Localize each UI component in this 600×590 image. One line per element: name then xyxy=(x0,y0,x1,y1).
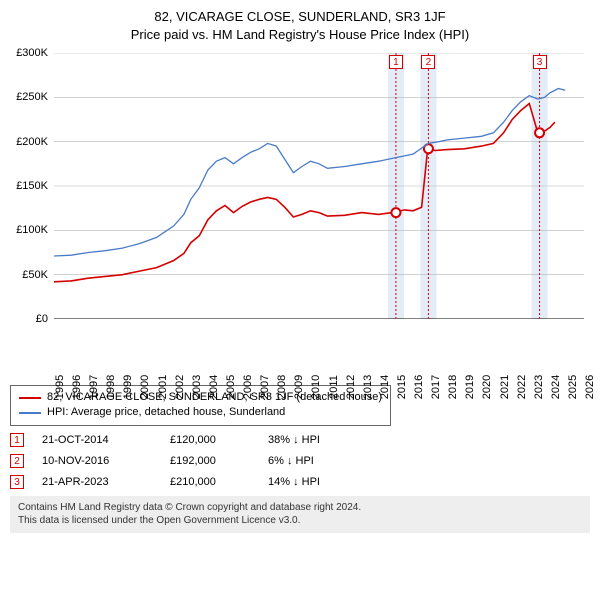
legend-label: HPI: Average price, detached house, Sund… xyxy=(47,405,285,420)
y-tick-label: £0 xyxy=(36,313,48,325)
x-tick-label: 2005 xyxy=(225,375,237,399)
x-tick-label: 2013 xyxy=(362,375,374,399)
y-tick-label: £150K xyxy=(16,180,48,192)
y-tick-label: £300K xyxy=(16,47,48,59)
x-tick-label: 2006 xyxy=(242,375,254,399)
x-tick-label: 2000 xyxy=(139,375,151,399)
legend-swatch xyxy=(19,412,41,414)
x-tick-label: 2024 xyxy=(550,375,562,399)
y-tick-label: £100K xyxy=(16,224,48,236)
y-tick-label: £50K xyxy=(22,269,48,281)
x-tick-label: 2018 xyxy=(447,375,459,399)
x-tick-label: 2011 xyxy=(328,375,340,399)
legend-row: HPI: Average price, detached house, Sund… xyxy=(19,405,382,420)
x-tick-label: 2010 xyxy=(310,375,322,399)
event-delta: 6% ↓ HPI xyxy=(268,455,378,467)
footer-line-2: This data is licensed under the Open Gov… xyxy=(18,514,582,528)
event-number: 2 xyxy=(10,454,24,468)
x-tick-label: 2004 xyxy=(208,375,220,399)
legend-swatch xyxy=(19,397,41,399)
event-delta: 14% ↓ HPI xyxy=(268,476,378,488)
x-tick-label: 2021 xyxy=(499,375,511,399)
footer: Contains HM Land Registry data © Crown c… xyxy=(10,496,590,533)
event-row: 1 21-OCT-2014 £120,000 38% ↓ HPI xyxy=(10,433,590,447)
x-tick-label: 1999 xyxy=(122,375,134,399)
event-row: 2 10-NOV-2016 £192,000 6% ↓ HPI xyxy=(10,454,590,468)
x-tick-label: 2026 xyxy=(584,375,596,399)
event-flag: 1 xyxy=(389,55,403,69)
event-price: £120,000 xyxy=(170,434,250,446)
y-tick-label: £200K xyxy=(16,136,48,148)
x-tick-label: 1995 xyxy=(54,375,66,399)
x-tick-label: 2022 xyxy=(516,375,528,399)
event-date: 10-NOV-2016 xyxy=(42,455,152,467)
x-tick-label: 2009 xyxy=(293,375,305,399)
event-flag: 3 xyxy=(533,55,547,69)
title-line-2: Price paid vs. HM Land Registry's House … xyxy=(10,26,590,44)
x-tick-label: 2008 xyxy=(276,375,288,399)
plot-area: 1 2 3 xyxy=(54,53,584,319)
x-tick-label: 1996 xyxy=(71,375,83,399)
plot-svg xyxy=(54,53,584,319)
x-tick-label: 2014 xyxy=(379,375,391,399)
x-tick-label: 2020 xyxy=(481,375,493,399)
event-number: 3 xyxy=(10,475,24,489)
y-axis-labels: £0£50K£100K£150K£200K£250K£300K xyxy=(10,53,52,319)
event-price: £210,000 xyxy=(170,476,250,488)
chart-title: 82, VICARAGE CLOSE, SUNDERLAND, SR3 1JF … xyxy=(10,8,590,43)
footer-line-1: Contains HM Land Registry data © Crown c… xyxy=(18,501,582,515)
event-row: 3 21-APR-2023 £210,000 14% ↓ HPI xyxy=(10,475,590,489)
chart-area: £0 £50K £100K £150K £200K £250K £300K 1 2 3 1995… xyxy=(10,49,590,379)
x-axis-labels: 1995199619971998199920002001200220032004… xyxy=(54,325,584,379)
event-flag: 2 xyxy=(421,55,435,69)
x-tick-label: 2015 xyxy=(396,375,408,399)
event-date: 21-OCT-2014 xyxy=(42,434,152,446)
x-tick-label: 2007 xyxy=(259,375,271,399)
x-tick-label: 1997 xyxy=(88,375,100,399)
x-tick-label: 2016 xyxy=(413,375,425,399)
event-date: 21-APR-2023 xyxy=(42,476,152,488)
y-tick-label: £250K xyxy=(16,91,48,103)
title-line-1: 82, VICARAGE CLOSE, SUNDERLAND, SR3 1JF xyxy=(10,8,590,26)
x-tick-label: 2019 xyxy=(464,375,476,399)
x-tick-label: 2025 xyxy=(567,375,579,399)
x-tick-label: 2002 xyxy=(174,375,186,399)
event-delta: 38% ↓ HPI xyxy=(268,434,378,446)
chart-container: 82, VICARAGE CLOSE, SUNDERLAND, SR3 1JF … xyxy=(0,0,600,539)
x-tick-label: 2017 xyxy=(430,375,442,399)
x-tick-label: 2023 xyxy=(533,375,545,399)
event-price: £192,000 xyxy=(170,455,250,467)
event-table: 1 21-OCT-2014 £120,000 38% ↓ HPI 2 10-NOV-201… xyxy=(10,433,590,489)
x-tick-label: 2012 xyxy=(345,375,357,399)
x-tick-label: 2001 xyxy=(157,375,169,399)
event-number: 1 xyxy=(10,433,24,447)
x-tick-label: 2003 xyxy=(191,375,203,399)
x-tick-label: 1998 xyxy=(105,375,117,399)
